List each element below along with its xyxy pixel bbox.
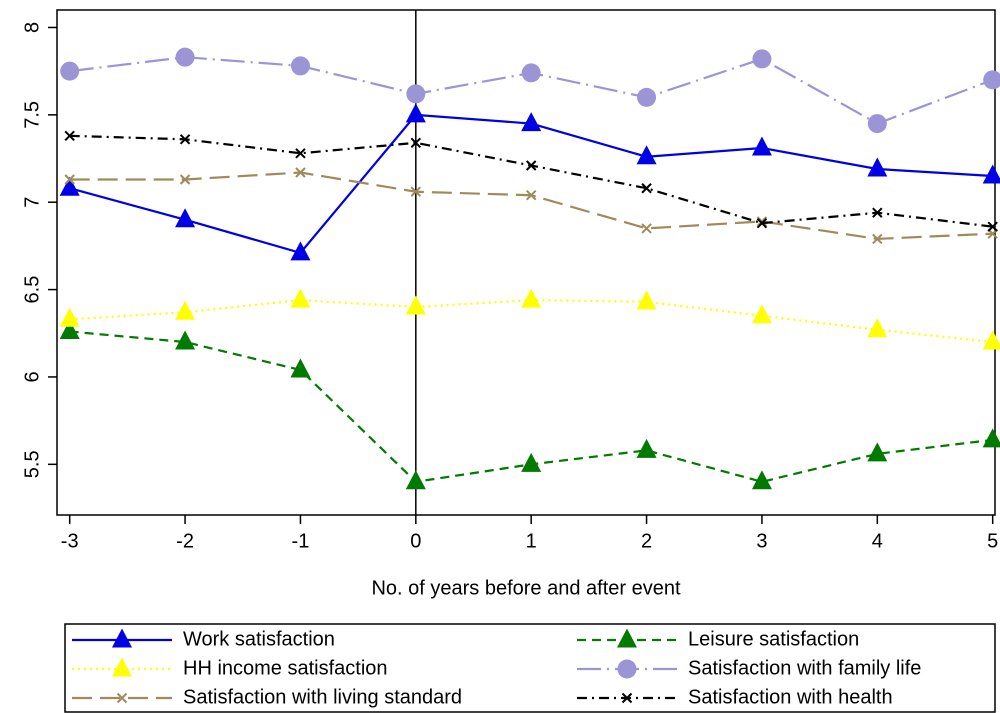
marker [179,174,191,185]
legend-marker [617,628,637,648]
marker [525,190,537,201]
marker [867,442,888,462]
marker [636,290,657,310]
marker [521,452,542,472]
y-tick-label: 5.5 [21,450,43,478]
marker [641,223,652,234]
marker [756,216,768,227]
marker [59,320,80,340]
legend-label: HH income satisfaction [183,657,388,679]
x-tick-label: -1 [292,530,310,552]
marker [756,217,768,229]
x-tick-label: 0 [410,530,421,552]
x-tick-label: 5 [987,530,998,552]
marker [983,70,1000,90]
marker [295,148,306,159]
y-tick-label: 6 [21,371,43,382]
x-tick-label: 3 [756,530,767,552]
marker [405,470,426,490]
legend-marker [112,628,132,648]
marker [752,49,772,69]
marker [295,167,306,178]
marker [751,470,772,490]
marker [175,47,195,67]
legend-label: Satisfaction with living standard [183,686,462,708]
y-tick-label: 8 [21,22,43,33]
x-tick-label: -2 [176,530,194,552]
marker [175,208,196,228]
legend-label: Satisfaction with health [688,686,893,708]
marker [179,134,191,145]
x-axis-label: No. of years before and after event [371,577,681,599]
marker [64,130,75,142]
marker [59,307,80,327]
marker [867,157,888,177]
marker [59,176,80,196]
x-tick-label: 1 [526,530,537,552]
marker [525,160,537,171]
legend-label: Leisure satisfaction [688,628,859,650]
series-line [69,113,993,255]
plot-frame [56,9,996,516]
marker [872,233,883,245]
marker [636,145,657,165]
marker [982,428,1000,448]
marker [410,186,422,197]
x-tick-label: 4 [872,530,883,552]
marker [290,241,311,261]
marker [521,112,542,132]
legend-marker [621,692,633,704]
marker [405,103,426,123]
marker [982,330,1000,350]
y-tick-label: 6.5 [21,276,43,304]
marker [290,358,311,378]
marker [987,221,998,232]
marker [637,87,657,107]
legend-box [64,623,996,713]
marker [290,56,310,76]
marker [751,304,772,324]
x-tick-label: -3 [61,530,79,552]
legend-marker [617,659,637,679]
series-line [69,171,993,241]
marker [406,84,426,104]
legend-marker [112,657,132,677]
marker [60,61,80,81]
marker [290,288,311,308]
marker [175,300,196,320]
y-tick-label: 7 [21,197,43,208]
legend-marker [116,692,128,704]
legend-label: Satisfaction with family life [688,657,921,679]
marker [867,114,887,134]
series-line [69,134,993,228]
marker [64,174,75,185]
marker [405,295,426,315]
marker [872,207,883,218]
y-tick-label: 7.5 [21,101,43,129]
legend-label: Work satisfaction [183,628,335,650]
marker [751,136,772,156]
marker [175,330,196,350]
marker [641,183,652,194]
marker [521,288,542,308]
marker [867,318,888,338]
marker [410,137,422,149]
marker [636,438,657,458]
x-tick-label: 2 [641,530,652,552]
marker [982,164,1000,184]
marker [521,63,541,83]
